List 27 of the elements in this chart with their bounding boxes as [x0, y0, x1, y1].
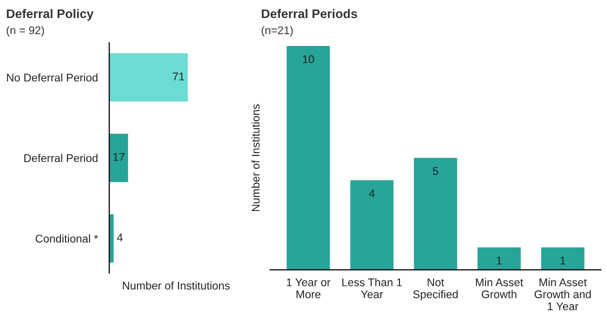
- x-tick-label: Less Than 1 Year: [342, 278, 402, 298]
- y-tick-label: Conditional *: [36, 234, 98, 243]
- y-tick-label: No Deferral Period: [7, 73, 98, 82]
- x-tick-label: 1 Year or More: [286, 278, 330, 298]
- chart-title: Deferral Policy: [6, 8, 94, 21]
- chart-title: Deferral Periods: [262, 8, 358, 18]
- x-tick-label: Min Asset Growth and 1 Year: [534, 278, 591, 310]
- y-tick-label: Deferral Period: [24, 154, 98, 162]
- bar: [541, 247, 584, 270]
- data-label: 4: [117, 234, 123, 242]
- bar: [478, 247, 521, 270]
- bar: [414, 158, 458, 270]
- x-tick-label: Min Asset Growth: [476, 278, 524, 298]
- y-axis-title: Number of Institutions: [251, 104, 260, 212]
- data-label: 17: [113, 153, 124, 161]
- data-label: 71: [172, 72, 184, 80]
- x-tick-label: Not Specified: [413, 278, 458, 300]
- data-label: 1: [496, 256, 502, 264]
- data-label: 10: [302, 55, 314, 64]
- data-label: 5: [432, 167, 438, 176]
- data-label: 4: [369, 190, 375, 198]
- bar: [286, 46, 330, 270]
- bar: [350, 180, 394, 270]
- chart-subtitle: (n = 92): [6, 26, 44, 36]
- data-label: 1: [560, 256, 566, 264]
- chart-subtitle: (n=21): [262, 26, 293, 36]
- x-axis-title: Number of Institutions: [122, 281, 230, 290]
